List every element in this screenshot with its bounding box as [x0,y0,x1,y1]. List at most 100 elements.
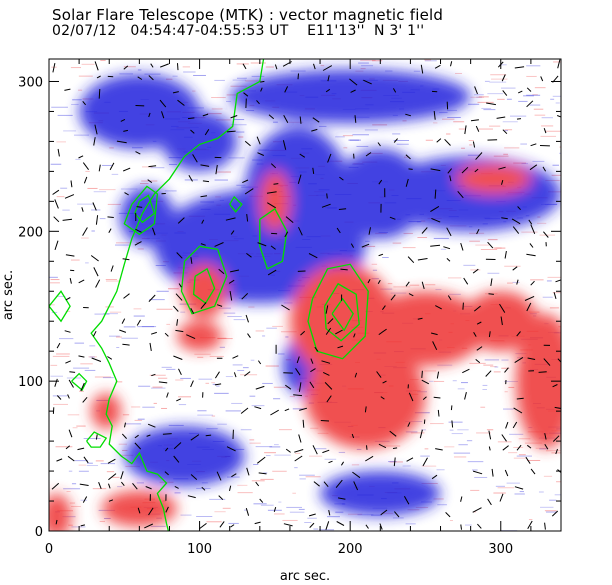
field-vector [215,164,218,175]
contour-layer [49,59,369,531]
field-vector [216,471,222,481]
field-vector [109,162,115,171]
field-vector [504,251,507,259]
field-vector [241,293,249,300]
field-vector [504,469,509,477]
field-vector [136,319,141,326]
field-vector [54,240,59,251]
y-tick-label: 0 [35,525,43,540]
field-vector [505,421,509,429]
field-vector [51,482,60,490]
field-vector [285,448,291,453]
field-vector [94,124,98,135]
field-vector [285,384,292,390]
field-vector [98,164,101,172]
field-vector [92,330,97,337]
field-vector [178,368,182,376]
field-vector [473,305,481,312]
field-vector [436,138,442,143]
x-tick-label: 100 [187,542,212,557]
axes: 0 100 200 300 0 100 200 300 [18,59,562,557]
field-contour [259,207,288,270]
field-vector [449,175,452,182]
field-vector [190,308,195,314]
field-vector [474,168,479,173]
field-vector [378,443,387,449]
field-vector [240,407,249,414]
field-vector [52,189,60,195]
field-vector [52,62,56,73]
field-vector [92,202,97,211]
field-vector [227,130,236,133]
field-vector [335,329,343,335]
field-vector [82,227,88,236]
field-vector [177,217,185,224]
field-vector [513,407,523,414]
field-vector [420,64,424,74]
field-vector [62,218,73,221]
field-vector [144,523,154,529]
positive-polarity-region [101,490,177,527]
field-vector [488,430,492,440]
field-vector [267,202,276,209]
field-vector [470,119,479,122]
field-vector [91,357,102,362]
field-vector [231,473,237,478]
field-vector [551,510,559,517]
field-vector [65,445,71,450]
field-vector [540,76,544,82]
field-vector [205,434,212,437]
field-vector [378,253,384,257]
field-vector [464,391,467,400]
field-vector [123,129,129,132]
field-vector [368,227,371,235]
field-vector [326,193,328,199]
field-vector [202,113,209,117]
field-vector [110,265,114,272]
field-vector [530,468,536,475]
field-vector [350,243,355,248]
field-vector [226,446,236,452]
field-vector [108,499,114,502]
field-contour [180,245,228,315]
x-tick-label: 0 [45,542,53,557]
field-vector [529,243,534,248]
field-vector [246,214,249,222]
field-vector [435,305,442,310]
field-vector [312,167,315,174]
field-vector [148,75,154,81]
field-vector [123,167,131,172]
field-vector [135,151,141,155]
field-vector [161,111,165,119]
field-contour [331,297,354,332]
field-vector [340,461,345,466]
field-vector [173,455,180,463]
field-vector [322,371,330,376]
field-vector [294,449,304,453]
field-vector [123,293,130,299]
field-vector [337,345,344,349]
positive-polarity-region [49,493,72,531]
field-vector [407,422,411,427]
field-vector [94,61,99,71]
field-vector [434,64,441,69]
field-vector [517,90,523,94]
field-vector [487,241,494,249]
field-vector [296,356,300,364]
field-vector [123,65,129,70]
field-vector [245,507,250,516]
field-vector [327,318,334,325]
field-vector [499,493,504,502]
field-vector [200,243,206,246]
field-vector [188,175,193,182]
field-contour [323,282,360,342]
field-vector [299,407,308,411]
field-vector [451,420,454,428]
y-tick-label: 100 [18,375,43,390]
field-vector [204,129,210,136]
field-vector [514,486,524,490]
field-vector [501,74,506,82]
field-vector [436,371,440,379]
field-vector [284,86,289,93]
field-vector [326,395,332,403]
